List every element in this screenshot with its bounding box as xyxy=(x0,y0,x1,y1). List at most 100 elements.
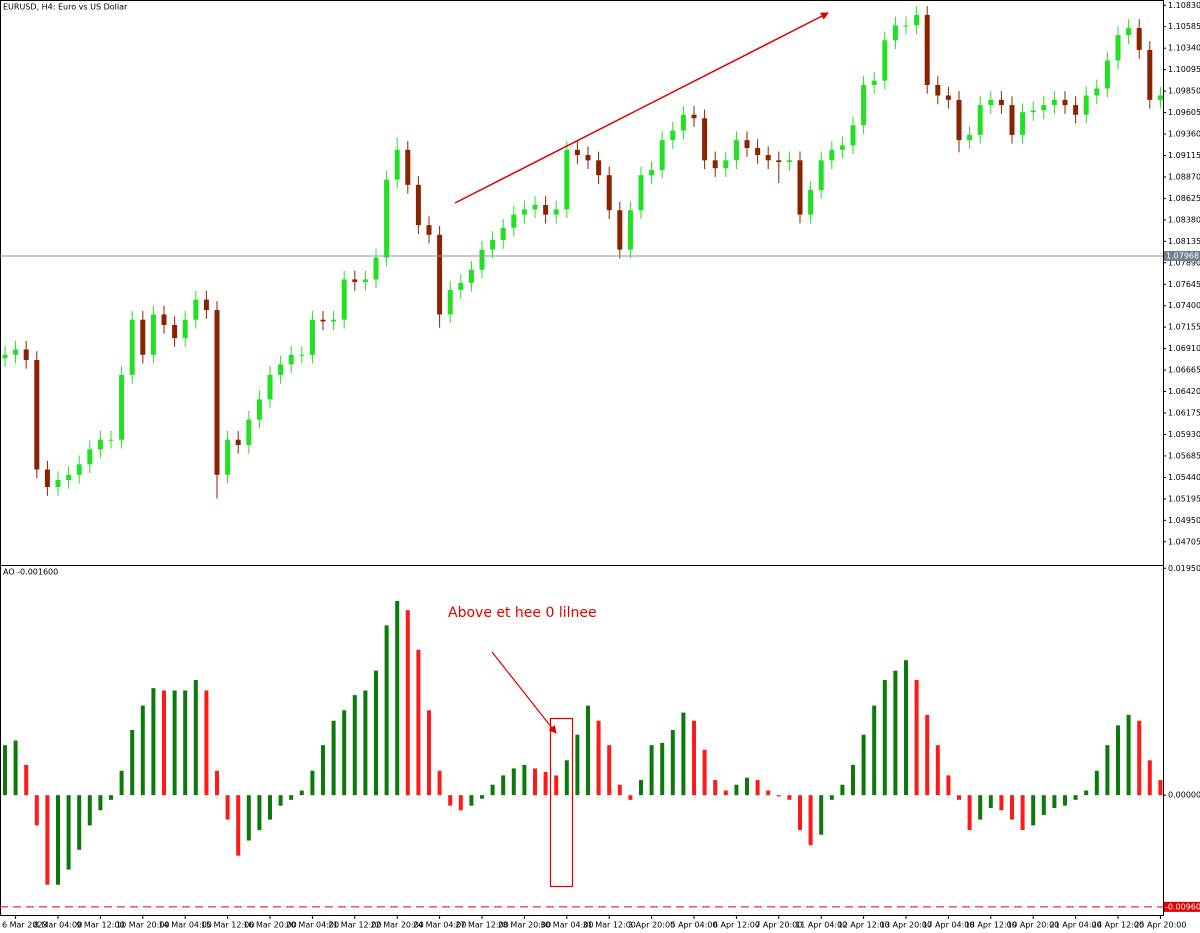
y-tick-label: 1.04705 xyxy=(1168,537,1200,546)
candle-body xyxy=(861,84,867,126)
highlight-box xyxy=(549,717,574,888)
candle-body xyxy=(744,140,750,149)
ao-bar xyxy=(310,770,315,796)
x-tick-label: 11 Apr 04:00 xyxy=(795,921,847,930)
candle-body xyxy=(182,319,188,339)
candle-body xyxy=(362,279,368,283)
candle-body xyxy=(129,319,135,375)
ao-bar xyxy=(24,764,29,796)
candle-body xyxy=(543,204,549,215)
ao-bar xyxy=(458,795,463,811)
ao-bar xyxy=(713,780,718,796)
ao-bar xyxy=(1126,714,1131,796)
candle-body xyxy=(426,225,432,235)
ao-bar xyxy=(119,770,124,796)
trend-arrow xyxy=(454,12,829,204)
ao-bar xyxy=(374,670,378,796)
ao-bar xyxy=(872,705,877,796)
x-tick-label: 27 Mar 12:00 xyxy=(455,921,508,930)
y-tick-label: 1.08625 xyxy=(1168,194,1200,203)
ao-bar xyxy=(660,742,665,796)
ao-bar xyxy=(193,680,198,796)
y-tick-label: 1.09850 xyxy=(1168,87,1200,96)
candle-body xyxy=(150,314,156,355)
y-tick-label: 1.10830 xyxy=(1168,1,1200,10)
ao-bar xyxy=(405,610,410,796)
candle-body xyxy=(119,374,125,440)
y-tick-label: 1.05685 xyxy=(1168,451,1200,460)
ao-bar xyxy=(787,795,792,800)
x-tick-label: 19 Apr 20:00 xyxy=(1007,921,1059,930)
candle-body xyxy=(55,480,61,488)
candle-body xyxy=(903,25,909,27)
candle-body xyxy=(1136,28,1142,50)
candle-body xyxy=(670,130,676,141)
ao-bar xyxy=(1031,795,1036,826)
candle-body xyxy=(617,210,623,250)
candle-body xyxy=(34,360,40,470)
ao-bar xyxy=(501,775,506,796)
ao-bar xyxy=(1105,745,1110,796)
candle-body xyxy=(309,319,315,355)
ao-bar xyxy=(808,795,813,846)
candle-body xyxy=(585,155,591,161)
ao-bar xyxy=(554,775,559,796)
candle-body xyxy=(214,310,220,475)
ao-bar xyxy=(1020,795,1025,831)
ao-bar xyxy=(649,745,654,796)
ao-bar xyxy=(331,720,336,796)
ao-bar xyxy=(289,795,294,800)
x-tick-label: 16 Mar 20:00 xyxy=(243,921,296,930)
x-tick-label: 9 Mar 12:00 xyxy=(76,921,124,930)
candle-body xyxy=(500,227,506,241)
x-tick-label: 7 Apr 20:00 xyxy=(755,921,802,930)
y-tick-label: 1.07400 xyxy=(1168,301,1200,310)
y-tick-label: 0.000000 xyxy=(1168,791,1200,800)
candle-body xyxy=(596,160,602,176)
candle-body xyxy=(680,114,686,131)
ao-bar xyxy=(1137,720,1142,796)
candle-body xyxy=(998,99,1004,106)
candle-body xyxy=(87,449,93,465)
x-tick-label: 13 Apr 20:00 xyxy=(880,921,932,930)
ao-bar xyxy=(882,680,887,796)
candle-body xyxy=(521,209,527,215)
candle-body xyxy=(871,80,877,85)
ao-bar xyxy=(543,771,548,796)
candle-body xyxy=(458,282,464,290)
ao-bar xyxy=(734,784,739,796)
ao-bar xyxy=(861,734,866,796)
x-tick-label: 28 Mar 20:00 xyxy=(498,921,551,930)
ao-bar xyxy=(352,695,357,796)
x-tick-label: 8 Mar 04:00 xyxy=(34,921,82,930)
ao-bar xyxy=(988,795,993,808)
candle-body xyxy=(627,210,633,250)
candle-body xyxy=(850,125,856,146)
candle-body xyxy=(1157,95,1163,100)
ao-bar xyxy=(946,775,951,796)
candle-body xyxy=(712,160,718,169)
candle-body xyxy=(532,204,538,210)
candle-body xyxy=(797,160,803,215)
candle-body xyxy=(352,279,358,283)
ao-bar xyxy=(670,730,675,796)
y-tick-label: 1.08380 xyxy=(1168,215,1200,224)
candle-body xyxy=(1073,105,1079,115)
ao-bar xyxy=(522,764,527,796)
ao-bar xyxy=(427,710,431,796)
candle-body xyxy=(1126,28,1132,36)
ao-bar xyxy=(755,780,760,796)
candle-body xyxy=(320,319,326,322)
candle-body xyxy=(967,134,973,141)
ao-bar xyxy=(140,705,145,796)
candle-body xyxy=(331,319,337,322)
candle-body xyxy=(2,354,8,359)
ao-bar xyxy=(162,690,166,796)
candle-body xyxy=(394,149,400,180)
candle-body xyxy=(267,374,273,400)
y-tick-label: 1.04950 xyxy=(1168,516,1200,525)
ao-bar xyxy=(1063,795,1067,806)
candle-body xyxy=(140,319,146,355)
x-tick-label: 21 Apr 04:00 xyxy=(1050,921,1102,930)
x-tick-label: 12 Apr 12:00 xyxy=(838,921,890,930)
